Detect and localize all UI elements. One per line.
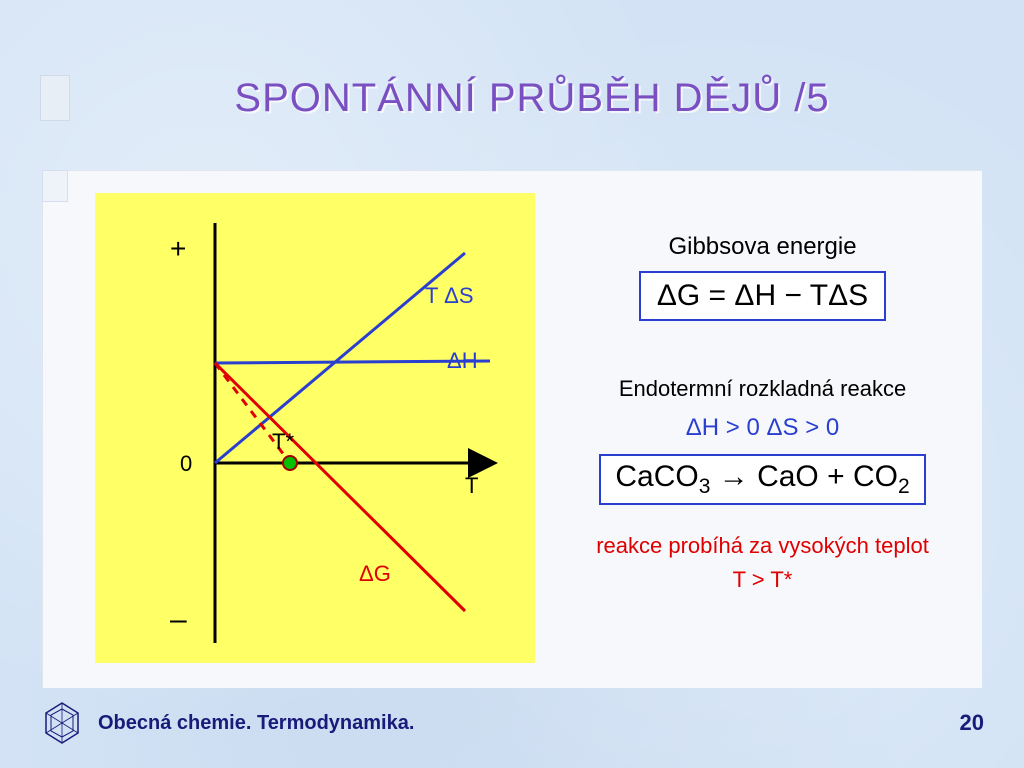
tstar-label: T* <box>272 429 294 455</box>
conditions: ΔH > 0 ΔS > 0 <box>563 414 962 442</box>
right-panel: Gibbsova energie ΔG = ΔH − TΔS Endotermn… <box>563 193 962 668</box>
reaction-lhs-sub: 3 <box>699 475 711 498</box>
slide-title: SPONTÁNNÍ PRŮBĚH DĚJŮ /5 <box>80 76 984 121</box>
tds-line-label: T ΔS <box>425 283 474 309</box>
dg-line-label: ΔG <box>359 561 391 587</box>
gibbs-chart <box>95 193 535 663</box>
plus-label: + <box>170 233 186 265</box>
chart-panel: + – 0 T T* T ΔS ΔH ΔG <box>95 193 535 663</box>
reaction-product-sub: 2 <box>898 475 910 498</box>
title-bar: SPONTÁNNÍ PRŮBĚH DĚJŮ /5 <box>40 48 984 148</box>
slide: SPONTÁNNÍ PRŮBĚH DĚJŮ /5 <box>0 0 1024 768</box>
minus-label: – <box>170 603 187 637</box>
footer: Obecná chemie. Termodynamika. 20 <box>40 698 984 748</box>
reaction-note-2: T > T* <box>563 567 962 593</box>
title-tab-decoration <box>40 75 70 121</box>
footer-text: Obecná chemie. Termodynamika. <box>98 712 960 735</box>
zero-label: 0 <box>180 451 192 477</box>
content-tab-decoration <box>42 170 68 202</box>
dh-line-label: ΔH <box>447 348 478 374</box>
content-area: + – 0 T T* T ΔS ΔH ΔG Gibbsova energie Δ… <box>42 170 982 688</box>
reaction-arrow: → <box>710 460 757 493</box>
reaction-product: CaO + CO <box>757 460 898 493</box>
gibbs-energy-title: Gibbsova energie <box>563 233 962 261</box>
logo-icon <box>40 701 84 745</box>
endothermic-title: Endotermní rozkladná reakce <box>563 376 962 402</box>
page-number: 20 <box>960 710 984 736</box>
reaction-lhs: CaCO <box>615 460 698 493</box>
reaction-equation: CaCO3 → CaO + CO2 <box>599 454 925 505</box>
reaction-note-1: reakce probíhá za vysokých teplot <box>563 533 962 559</box>
gibbs-equation: ΔG = ΔH − TΔS <box>639 271 886 321</box>
t-axis-label: T <box>465 473 478 499</box>
